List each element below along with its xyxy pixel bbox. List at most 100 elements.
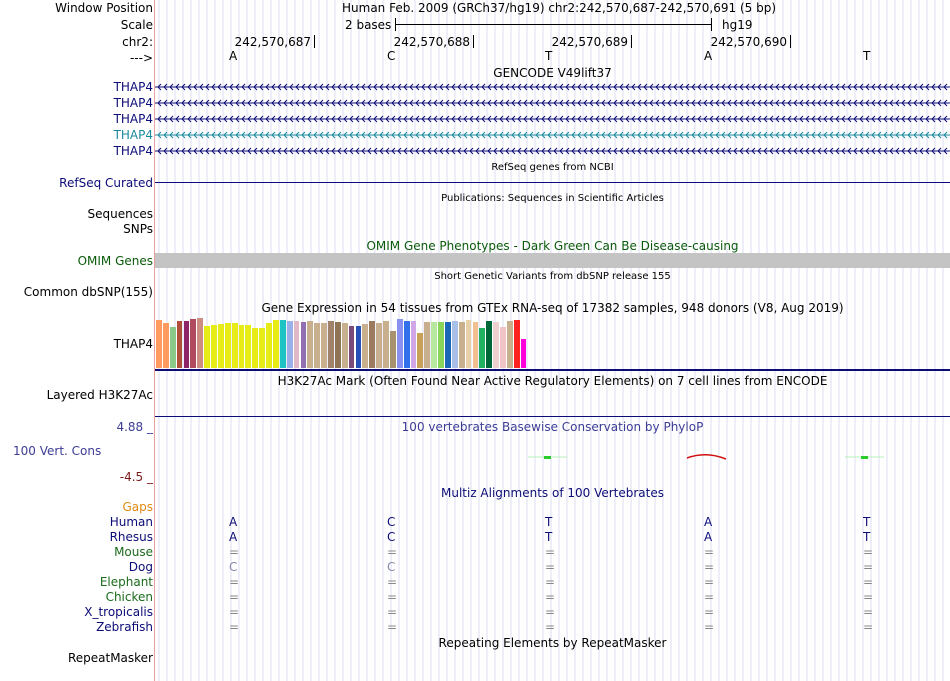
gencode-gene-label[interactable]: THAP4 — [113, 112, 153, 126]
dbsnp-title[interactable]: Short Genetic Variants from dbSNP releas… — [434, 271, 671, 282]
gtex-tissue-bar[interactable] — [438, 322, 444, 368]
gtex-tissue-bar[interactable] — [424, 322, 431, 368]
gtex-tissue-bar[interactable] — [506, 321, 513, 368]
multiz-species-label[interactable]: Mouse — [114, 545, 153, 559]
omim-title[interactable]: OMIM Gene Phenotypes - Dark Green Can Be… — [366, 239, 739, 253]
multiz-base: T — [863, 515, 871, 529]
refseq-title[interactable]: RefSeq genes from NCBI — [491, 162, 614, 173]
gtex-tissue-bar[interactable] — [451, 321, 458, 368]
gtex-tissue-bar[interactable] — [486, 321, 493, 368]
multiz-title[interactable]: Multiz Alignments of 100 Vertebrates — [440, 486, 665, 500]
gencode-gene-intron[interactable] — [155, 145, 950, 157]
gtex-tissue-bar[interactable] — [500, 327, 506, 368]
multiz-species-label[interactable]: Dog — [128, 560, 153, 574]
gtex-tissue-bar[interactable] — [293, 321, 300, 368]
gtex-tissue-bar[interactable] — [355, 326, 362, 368]
gtex-tissue-bar[interactable] — [169, 327, 176, 368]
gtex-tissue-bar[interactable] — [183, 321, 190, 368]
gtex-tissue-bar[interactable] — [403, 321, 410, 368]
gencode-title[interactable]: GENCODE V49lift37 — [493, 66, 612, 80]
refseq-label[interactable]: RefSeq Curated — [59, 176, 153, 190]
gtex-tissue-bar[interactable] — [389, 331, 396, 368]
gtex-tissue-bar[interactable] — [348, 326, 355, 368]
phylop-signal[interactable] — [155, 445, 950, 470]
multiz-species-label[interactable]: Chicken — [105, 590, 153, 604]
gtex-tissue-bar[interactable] — [445, 322, 451, 368]
ruler-base: A — [704, 49, 713, 63]
gtex-tissue-bar[interactable] — [479, 328, 486, 368]
gtex-tissue-bar[interactable] — [369, 321, 376, 368]
gtex-tissue-bar[interactable] — [266, 323, 272, 368]
gencode-gene-intron[interactable] — [155, 81, 950, 93]
gtex-tissue-bar[interactable] — [176, 321, 183, 368]
gtex-tissue-bar[interactable] — [286, 321, 293, 368]
gtex-tissue-bar[interactable] — [217, 324, 224, 368]
gtex-tissue-bar[interactable] — [328, 321, 334, 368]
repeatmasker-label[interactable]: RepeatMasker — [67, 651, 153, 665]
gtex-tissue-bar[interactable] — [314, 323, 321, 368]
h3k27ac-title[interactable]: H3K27Ac Mark (Often Found Near Active Re… — [277, 374, 828, 388]
gtex-tissue-bar[interactable] — [279, 320, 286, 368]
ruler-tick-label: 242,570,690 — [710, 35, 787, 49]
multiz-species-label[interactable]: Human — [109, 515, 153, 529]
gtex-tissue-bar[interactable] — [162, 323, 169, 368]
gencode-gene-intron[interactable] — [155, 97, 950, 109]
repeatmasker-title[interactable]: Repeating Elements by RepeatMasker — [438, 636, 667, 650]
dbsnp-label[interactable]: Common dbSNP(155) — [23, 285, 153, 299]
gtex-tissue-bar[interactable] — [520, 339, 527, 368]
omim-gene-band[interactable] — [155, 253, 950, 268]
multiz-species-label[interactable]: X_tropicalis — [84, 605, 153, 619]
gtex-tissue-bar[interactable] — [472, 322, 479, 368]
gtex-tissue-bar[interactable] — [465, 320, 472, 368]
gtex-tissue-bar[interactable] — [252, 328, 259, 368]
omim-label[interactable]: OMIM Genes — [77, 254, 153, 268]
scale-bar-left-tick — [395, 18, 396, 31]
multiz-species-label[interactable]: Elephant — [99, 575, 153, 589]
snps-label[interactable]: SNPs — [123, 222, 153, 236]
gtex-tissue-bar[interactable] — [410, 321, 417, 368]
gtex-tissue-bar[interactable] — [362, 324, 369, 368]
gtex-tissue-bar[interactable] — [431, 322, 438, 368]
gtex-tissue-bar[interactable] — [156, 320, 162, 368]
multiz-species-label[interactable]: Zebrafish — [96, 620, 153, 634]
gtex-tissue-bar[interactable] — [458, 322, 465, 368]
gtex-tissue-bar[interactable] — [417, 333, 424, 368]
gtex-tissue-bar[interactable] — [321, 323, 327, 368]
phylop-title[interactable]: 100 vertebrates Basewise Conservation by… — [401, 420, 704, 434]
gencode-gene-intron[interactable] — [155, 129, 950, 141]
gencode-gene-intron[interactable] — [155, 113, 950, 125]
gtex-label[interactable]: THAP4 — [113, 337, 153, 351]
gtex-tissue-bar[interactable] — [231, 323, 238, 368]
gtex-tissue-bar[interactable] — [245, 325, 252, 368]
gtex-tissue-bar[interactable] — [341, 323, 348, 368]
gtex-tissue-bar[interactable] — [204, 326, 211, 368]
phylop-label[interactable]: 100 Vert. Cons — [13, 444, 102, 458]
gtex-tissue-bar[interactable] — [190, 319, 197, 368]
gtex-title[interactable]: Gene Expression in 54 tissues from GTEx … — [261, 301, 844, 315]
gtex-tissue-bar[interactable] — [493, 322, 499, 368]
multiz-species-label[interactable]: Rhesus — [109, 530, 153, 544]
sequences-label[interactable]: Sequences — [87, 207, 153, 221]
gtex-tissue-bar[interactable] — [224, 323, 231, 368]
refseq-gene-line[interactable] — [155, 182, 950, 183]
gtex-tissue-bar[interactable] — [334, 322, 341, 368]
gtex-tissue-bar[interactable] — [376, 323, 383, 368]
gtex-tissue-bar[interactable] — [273, 320, 279, 368]
gaps-label[interactable]: Gaps — [122, 500, 153, 514]
gtex-tissue-bar[interactable] — [383, 321, 389, 368]
gtex-tissue-bar[interactable] — [513, 320, 520, 368]
gencode-gene-label[interactable]: THAP4 — [113, 144, 153, 158]
gtex-tissue-bar[interactable] — [238, 325, 245, 368]
gtex-tissue-bar[interactable] — [259, 328, 266, 368]
gencode-gene-label[interactable]: THAP4 — [113, 128, 153, 142]
gtex-tissue-bar[interactable] — [211, 325, 217, 368]
publications-title[interactable]: Publications: Sequences in Scientific Ar… — [441, 193, 664, 204]
gtex-tissue-bar[interactable] — [300, 322, 307, 368]
gtex-tissue-bar[interactable] — [197, 318, 204, 368]
gencode-gene-label[interactable]: THAP4 — [113, 80, 153, 94]
h3k27ac-label[interactable]: Layered H3K27Ac — [46, 388, 153, 402]
gencode-gene-label[interactable]: THAP4 — [113, 96, 153, 110]
gtex-tissue-bar[interactable] — [307, 321, 314, 368]
gtex-tissue-bar[interactable] — [396, 319, 403, 368]
